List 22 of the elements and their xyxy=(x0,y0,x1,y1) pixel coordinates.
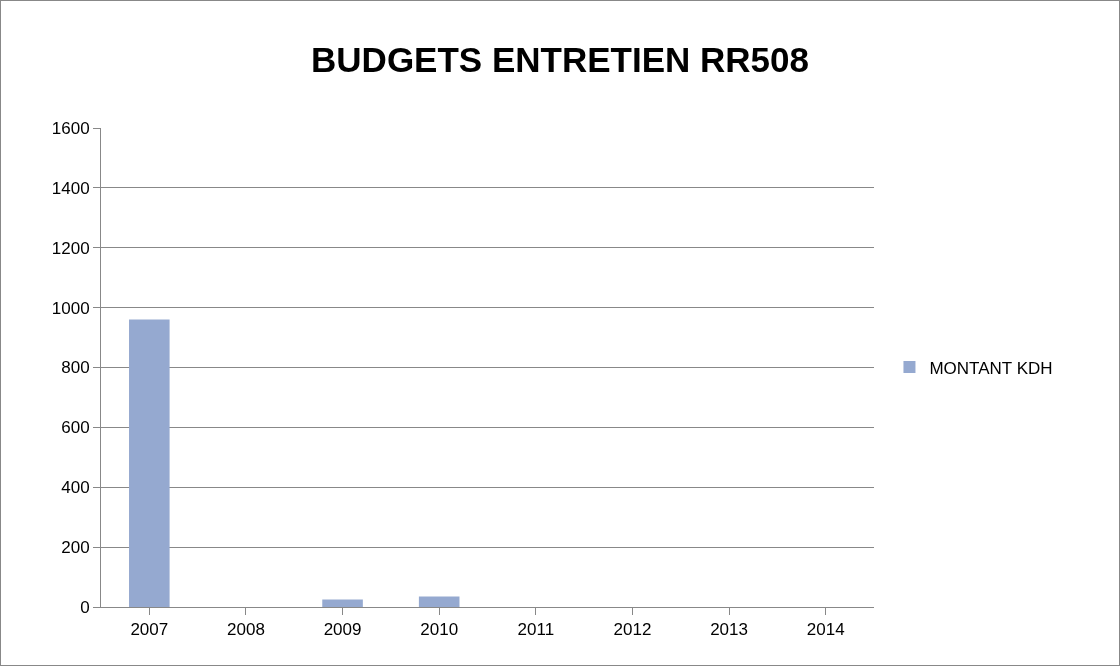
y-tick-label: 1200 xyxy=(51,238,90,258)
y-tick-label: 1400 xyxy=(51,178,90,198)
y-tick-label: 800 xyxy=(61,358,90,378)
bar xyxy=(129,319,170,607)
y-tick-label: 600 xyxy=(61,418,90,438)
y-tick-label: 0 xyxy=(80,597,90,617)
x-tick-label: 2013 xyxy=(710,620,748,640)
y-tick-label: 1000 xyxy=(51,298,90,318)
x-tick-label: 2007 xyxy=(130,620,169,640)
chart-title: BUDGETS ENTRETIEN RR508 xyxy=(311,39,809,79)
y-tick-label: 200 xyxy=(61,538,90,558)
y-tick-label: 1600 xyxy=(51,118,90,138)
legend-label: MONTANT KDH xyxy=(929,358,1053,378)
x-tick-label: 2010 xyxy=(420,620,459,640)
x-tick-label: 2009 xyxy=(323,620,362,640)
x-tick-label: 2014 xyxy=(806,620,845,640)
y-tick-label: 400 xyxy=(61,478,90,498)
bar xyxy=(322,599,363,607)
x-tick-label: 2012 xyxy=(613,620,652,640)
x-tick-label: 2011 xyxy=(517,620,555,640)
x-tick-label: 2008 xyxy=(227,620,265,640)
bar xyxy=(418,596,460,607)
